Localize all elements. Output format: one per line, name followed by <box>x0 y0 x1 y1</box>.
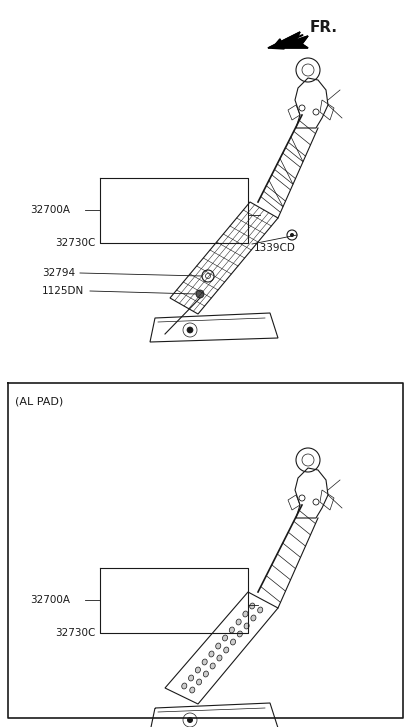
Polygon shape <box>268 32 308 48</box>
Ellipse shape <box>217 655 222 661</box>
Ellipse shape <box>243 611 248 617</box>
Ellipse shape <box>258 607 263 613</box>
Text: FR.: FR. <box>310 20 338 35</box>
Text: 32794: 32794 <box>42 268 75 278</box>
Ellipse shape <box>236 619 241 625</box>
Ellipse shape <box>229 627 234 633</box>
Ellipse shape <box>203 671 208 677</box>
Ellipse shape <box>244 623 249 629</box>
Circle shape <box>196 290 204 298</box>
Ellipse shape <box>237 631 242 637</box>
Ellipse shape <box>216 643 221 649</box>
Ellipse shape <box>190 687 195 693</box>
Ellipse shape <box>210 663 215 669</box>
Text: 32700A: 32700A <box>30 595 70 605</box>
Ellipse shape <box>231 639 236 645</box>
Circle shape <box>187 327 193 333</box>
Ellipse shape <box>251 615 256 621</box>
Ellipse shape <box>224 647 229 653</box>
Circle shape <box>290 233 294 237</box>
Text: 32730C: 32730C <box>55 238 95 248</box>
Ellipse shape <box>209 651 214 657</box>
Ellipse shape <box>195 667 201 673</box>
Circle shape <box>187 717 193 723</box>
Ellipse shape <box>222 635 228 641</box>
Text: 1125DN: 1125DN <box>42 286 84 296</box>
Ellipse shape <box>196 679 202 685</box>
Ellipse shape <box>182 683 187 689</box>
Text: (AL PAD): (AL PAD) <box>15 397 63 407</box>
Ellipse shape <box>202 659 207 665</box>
Ellipse shape <box>249 603 255 609</box>
Text: 32700A: 32700A <box>30 205 70 215</box>
Ellipse shape <box>189 675 194 681</box>
Text: 32730C: 32730C <box>55 628 95 638</box>
Polygon shape <box>268 32 308 48</box>
Text: 1339CD: 1339CD <box>254 243 296 253</box>
